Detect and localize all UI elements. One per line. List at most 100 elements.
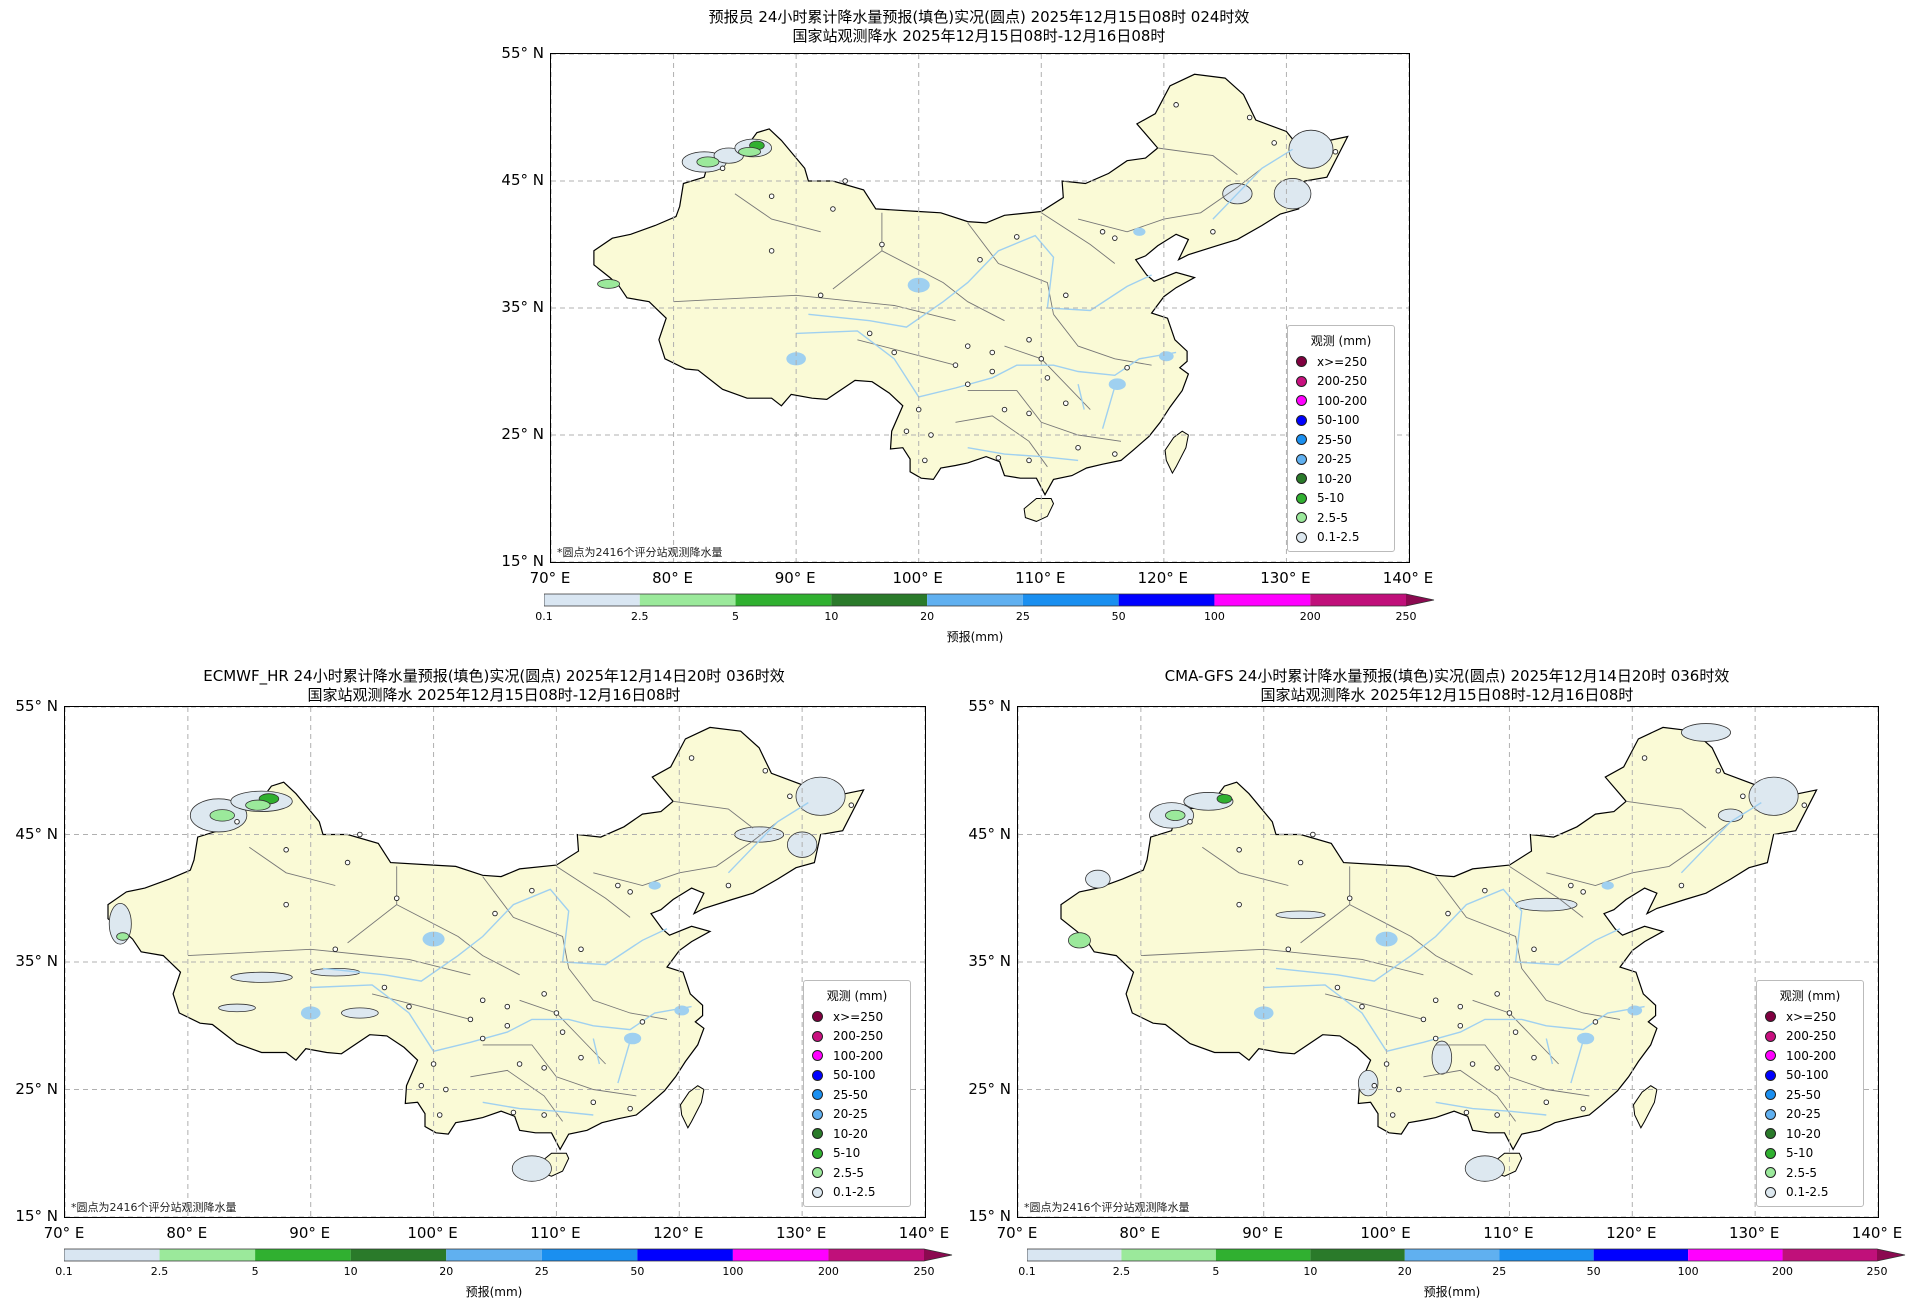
observation-station-dot <box>995 455 1002 461</box>
river <box>727 802 809 874</box>
observation-station-dot <box>1482 887 1488 894</box>
observation-station-dot <box>541 1112 547 1118</box>
river <box>967 447 1079 462</box>
colorbar-segment <box>732 1249 829 1261</box>
china-map-svg <box>65 707 925 1217</box>
colorbar-svg <box>1026 1248 1906 1262</box>
observation-station-dot <box>1210 229 1216 235</box>
forecast-precip-area <box>511 1155 552 1182</box>
province-border <box>187 948 471 976</box>
observation-station-dot <box>504 1023 511 1029</box>
legend-dot-icon <box>1765 1147 1776 1159</box>
forecast-precip-area <box>1515 897 1578 912</box>
colorbar-segment <box>1593 1249 1689 1261</box>
colorbar-segment <box>1499 1249 1594 1261</box>
legend-dot-icon <box>1296 375 1307 387</box>
longitude-label: 90° E <box>774 569 816 587</box>
colorbar-extend-arrow <box>1877 1249 1905 1261</box>
legend-item: 25-50 <box>1765 1085 1855 1105</box>
river <box>1077 384 1085 410</box>
province-border <box>556 866 631 918</box>
legend-item: 2.5-5 <box>1296 508 1386 528</box>
longitude-label: 100° E <box>407 1224 458 1242</box>
observation-station-dot <box>1334 984 1341 991</box>
map-plot-area[interactable]: *圆点为2416个评分站观测降水量 观测 (mm) x>=250 200-250 100… <box>550 53 1410 563</box>
observation-station-dot <box>1494 1112 1500 1118</box>
longitude-label: 130° E <box>1260 569 1311 587</box>
legend-item-label: 0.1-2.5 <box>1786 1185 1829 1200</box>
colorbar-tick-label: 5 <box>732 610 740 623</box>
river <box>1263 984 1645 1053</box>
colorbar-tick-label: 50 <box>630 1265 645 1278</box>
observation-station-dot <box>479 997 486 1004</box>
legend-item-label: 100-200 <box>833 1048 884 1063</box>
legend-item-label: 200-250 <box>1786 1029 1837 1044</box>
observation-station-dot <box>928 432 934 438</box>
colorbar-tick-label: 50 <box>1111 610 1126 623</box>
observation-station-dot <box>1371 1082 1378 1089</box>
colorbar-tick-label: 20 <box>439 1265 454 1278</box>
observation-station-dot <box>492 910 498 917</box>
province-border <box>1546 821 1731 886</box>
legend-item-label: 5-10 <box>1786 1146 1814 1161</box>
colorbar-tick-label: 0.1 <box>1018 1265 1036 1278</box>
legend-item: 100-200 <box>1296 391 1386 411</box>
legend-dot-icon <box>1296 395 1307 407</box>
legend-dot-icon <box>1296 453 1307 465</box>
observation-station-dot <box>1543 1099 1550 1106</box>
lake <box>648 881 661 890</box>
province-border <box>593 821 778 886</box>
legend-dot-icon <box>812 1108 823 1120</box>
latitude-label: 15° N <box>15 1207 58 1225</box>
river <box>1680 802 1762 874</box>
river <box>617 1040 631 1084</box>
legend-item: 5-10 <box>812 1144 902 1164</box>
province-border <box>1140 948 1424 976</box>
observation-station-dot <box>381 984 388 991</box>
map-panel-cma: CMA-GFS 24小时累计降水量预报(填色)实况(圆点) 2025年12月14… <box>962 662 1920 1306</box>
legend-dot-icon <box>1765 1167 1776 1179</box>
colorbar-tick-label: 250 <box>1395 610 1417 623</box>
observation-station-dot <box>1592 1019 1599 1025</box>
legend-item-label: 100-200 <box>1786 1048 1837 1063</box>
legend-item: 50-100 <box>1765 1066 1855 1086</box>
observation-station-dot <box>964 343 971 349</box>
observation-station-dot <box>989 368 996 375</box>
observation-legend: 观测 (mm) x>=250 200-250 100-200 50-100 25-50 20… <box>1756 980 1864 1207</box>
lake <box>1133 227 1146 236</box>
observation-station-dot <box>541 991 547 997</box>
lake <box>786 352 806 366</box>
colorbar-segment <box>1310 1249 1405 1261</box>
observation-station-dot <box>590 1099 597 1106</box>
colorbar-border <box>543 593 1435 607</box>
observation-station-dot <box>283 847 289 853</box>
legend-item: 100-200 <box>1765 1046 1855 1066</box>
longitude-label: 120° E <box>1606 1224 1657 1242</box>
observation-station-dot <box>891 349 897 356</box>
lake <box>1577 1032 1595 1045</box>
province-border <box>1626 800 1707 829</box>
colorbar-tick-label: 200 <box>1772 1265 1794 1278</box>
legend-dot-icon <box>1765 1128 1776 1140</box>
observation-station-dot <box>719 165 726 172</box>
observation-station-dot <box>393 895 400 901</box>
river <box>1212 148 1293 220</box>
colorbar-segment <box>828 1249 924 1261</box>
legend-dot-icon <box>1296 414 1307 426</box>
legend-item-label: 10-20 <box>1317 471 1352 486</box>
legend-title: 观测 (mm) <box>1779 989 1841 1003</box>
lake <box>1627 1005 1643 1016</box>
china-land <box>593 73 1349 496</box>
legend-dot-icon <box>1296 473 1307 485</box>
colorbar-segment <box>1118 594 1215 606</box>
legend-item-label: 25-50 <box>1317 432 1352 447</box>
footnote: *圆点为2416个评分站观测降水量 <box>71 1201 237 1214</box>
forecast-precip-area <box>1288 129 1334 169</box>
observation-station-dot <box>848 802 855 808</box>
map-plot-area[interactable]: *圆点为2416个评分站观测降水量 观测 (mm) x>=250 200-250 100… <box>1017 706 1879 1218</box>
map-plot-area[interactable]: *圆点为2416个评分站观测降水量 观测 (mm) x>=250 200-250 100… <box>64 706 926 1218</box>
observation-station-dot <box>1494 991 1500 997</box>
legend-item: 200-250 <box>812 1027 902 1047</box>
observation-station-dot <box>1044 375 1051 381</box>
province-border <box>1423 1069 1516 1122</box>
